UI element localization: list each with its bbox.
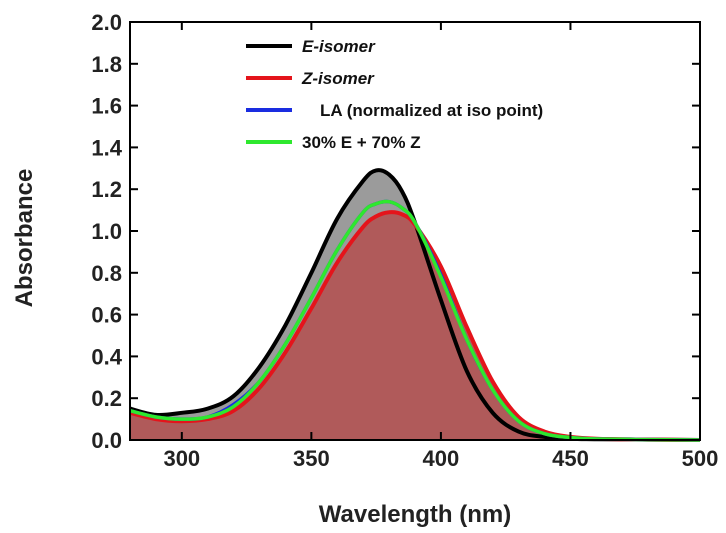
area-z-isomer	[130, 212, 700, 440]
line-mixture	[129, 199, 701, 442]
x-tick-label: 350	[293, 446, 330, 471]
series-lines	[129, 168, 701, 442]
legend-label-la: LA (normalized at iso point)	[320, 101, 543, 120]
legend: E-isomer Z-isomer LA (normalized at iso …	[246, 37, 543, 152]
y-tick-label: 1.2	[91, 177, 122, 202]
y-tick-label: 1.8	[91, 52, 122, 77]
legend-label-z-isomer: Z-isomer	[301, 69, 375, 88]
y-tick-label: 0.8	[91, 261, 122, 286]
y-tick-label: 1.4	[91, 135, 122, 160]
y-tick-label: 1.6	[91, 94, 122, 119]
x-axis-title: Wavelength (nm)	[319, 501, 511, 528]
x-tick-label: 500	[682, 446, 719, 471]
y-axis-title: Absorbance	[11, 169, 38, 308]
y-tick-label: 1.0	[91, 219, 122, 244]
legend-label-mixture: 30% E + 70% Z	[302, 133, 421, 152]
line-e-isomer	[129, 168, 701, 442]
y-tick-label: 0.4	[91, 344, 122, 369]
y-tick-label: 2.0	[91, 10, 122, 35]
y-tick-label: 0.0	[91, 428, 122, 453]
x-tick-label: 450	[552, 446, 589, 471]
y-tick-label: 0.6	[91, 303, 122, 328]
x-tick-label: 400	[423, 446, 460, 471]
x-tick-label: 300	[163, 446, 200, 471]
series-fills	[130, 170, 700, 440]
axis-ticks: 0.0 0.2 0.4 0.6 0.8 1.0 1.2 1.4 1.6 1.8 2.0 300 350 4…	[91, 10, 718, 471]
legend-label-e-isomer: E-isomer	[302, 37, 376, 56]
y-tick-label: 0.2	[91, 386, 122, 411]
